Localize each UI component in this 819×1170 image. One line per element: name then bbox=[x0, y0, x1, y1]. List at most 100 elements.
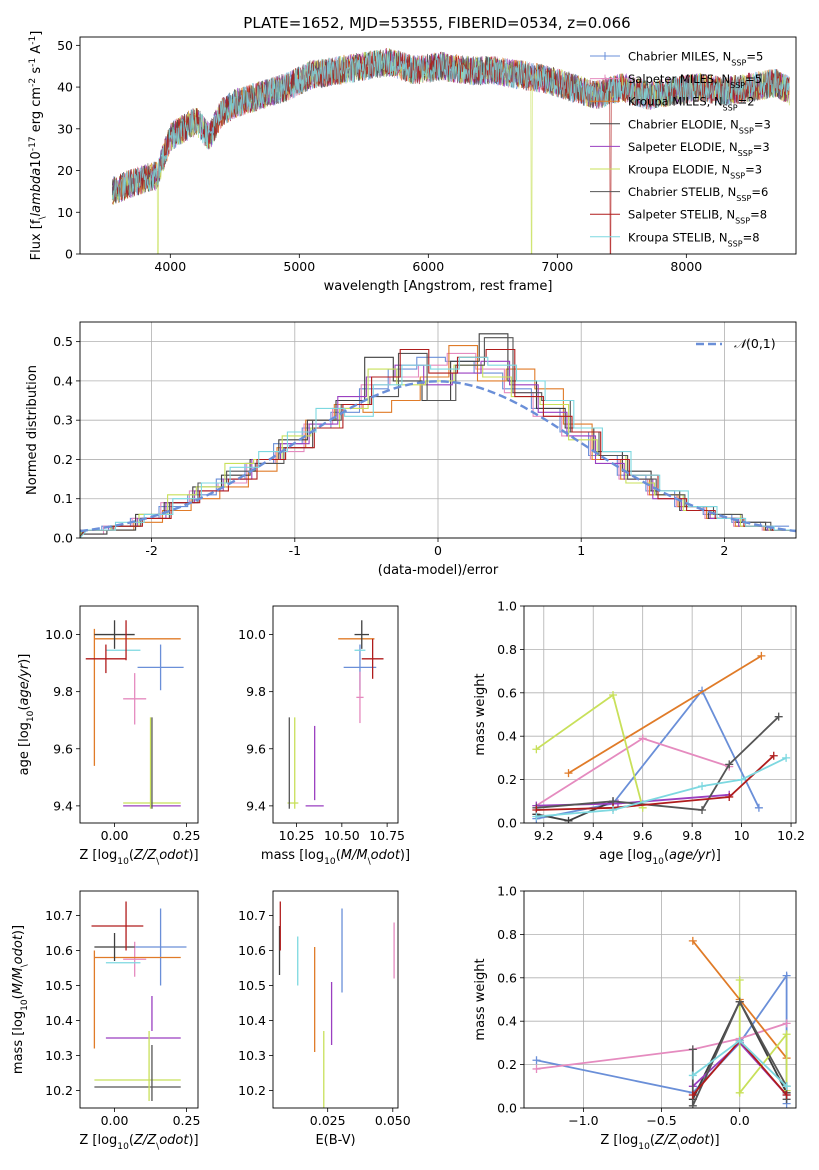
spectrum-ylabel: Flux [f\lambda10-17 erg cm-2 s-1 A-1] bbox=[28, 31, 48, 261]
residuals-xtick-label: -2 bbox=[145, 543, 157, 558]
residuals-xtick-label: 0 bbox=[434, 543, 442, 558]
weight-series-line bbox=[535, 693, 644, 809]
weight_vs_Z-frame bbox=[523, 890, 797, 1109]
weight_vs_Z-ytick-label: 0.2 bbox=[497, 1057, 517, 1072]
weight-point-marker bbox=[754, 803, 763, 812]
mass_vs_Z-ytick-label: 10.3 bbox=[45, 1048, 73, 1063]
age_vs_Z-ytick-label: 9.6 bbox=[53, 741, 73, 756]
legend-entry-label: Salpeter ELODIE, NSSP=3 bbox=[628, 140, 770, 158]
age_vs_Z-plot-area bbox=[85, 620, 184, 809]
residuals-axes: -2 -1 0 1 2 0.0 0.1 0.2 0.3 0.4 0.5 (data-model)/er… bbox=[25, 322, 796, 578]
spectrum-xtick-label: 6000 bbox=[412, 259, 444, 274]
age_vs_mass-xtick-label: 10.50 bbox=[324, 828, 360, 843]
residuals-legend: 𝒩(0,1) bbox=[696, 336, 776, 351]
weight_vs_Z-ylabel: mass weight bbox=[473, 958, 488, 1040]
weight-point-marker bbox=[688, 1090, 697, 1099]
mass_vs_Z-frame bbox=[79, 890, 199, 1109]
age_vs_mass-ytick-label: 9.8 bbox=[246, 684, 266, 699]
mass_vs_Z-xtick-label: 0.00 bbox=[101, 1113, 129, 1128]
weight-point-marker bbox=[757, 651, 766, 660]
spectrum-xtick-label: 8000 bbox=[670, 259, 702, 274]
age_vs_mass-axes: 10.25 10.50 10.75 9.4 9.6 9.8 10.0 mass [log10(… bbox=[238, 627, 410, 867]
spectrum-frame bbox=[79, 36, 797, 255]
weight-series-line bbox=[568, 655, 762, 774]
weight_vs_Z-ytick-label: 1.0 bbox=[497, 884, 517, 899]
weight_vs_age-ytick-label: 0.6 bbox=[497, 685, 517, 700]
weight_vs_age-xlabel: age [log10(age/yr)] bbox=[599, 848, 721, 867]
weight_vs_age-frame bbox=[523, 605, 797, 824]
residuals-xtick-label: 2 bbox=[720, 543, 728, 558]
weight_vs_Z-xtick-label: −1.0 bbox=[568, 1113, 598, 1128]
mass_vs_ebv-ytick-label: 10.7 bbox=[238, 908, 266, 923]
age_vs_Z-xlabel: Z [log10(Z/Z\odot)] bbox=[79, 848, 198, 867]
figure-title: PLATE=1652, MJD=53555, FIBERID=0534, z=0… bbox=[243, 14, 630, 32]
weight_vs_age-xtick-label: 9.2 bbox=[534, 828, 554, 843]
age_vs_mass-ytick-label: 9.4 bbox=[246, 798, 266, 813]
residuals-xtick-label: -1 bbox=[289, 543, 301, 558]
residuals-ytick-label: 0.3 bbox=[53, 413, 73, 428]
age_vs_mass-xtick-label: 10.25 bbox=[279, 828, 315, 843]
weight-point-marker bbox=[688, 1071, 697, 1080]
weight-point-marker bbox=[735, 1088, 744, 1097]
legend-entry-label: Chabrier MILES, NSSP=5 bbox=[628, 50, 763, 68]
weight_vs_Z-xtick-label: 0.0 bbox=[730, 1113, 750, 1128]
weight-point-marker bbox=[609, 805, 618, 814]
weight_vs_Z-xtick-label: −0.5 bbox=[646, 1113, 676, 1128]
residual-histogram-step bbox=[80, 364, 796, 538]
weight-point-marker bbox=[698, 805, 707, 814]
weight-series-line bbox=[536, 755, 775, 811]
weight-point-marker bbox=[638, 734, 647, 743]
weight-point-marker bbox=[698, 782, 707, 791]
weight_vs_age-axes: 9.2 9.4 9.6 9.8 10 10.2 0.0 0.2 0.4 0.6 0.8 1.0 age … bbox=[473, 599, 805, 868]
mass_vs_ebv-xtick-label: 0.050 bbox=[375, 1113, 411, 1128]
mass_vs_ebv-axes: 0.025 0.050 10.2 10.3 10.4 10.5 10.6 10.7 E(B-V) bbox=[238, 908, 411, 1148]
mass_vs_Z-axes: 0.00 0.25 10.2 10.3 10.4 10.5 10.6 10.7 Z [log10… bbox=[11, 908, 200, 1152]
spectrum-series-line bbox=[111, 50, 790, 202]
residuals-ytick-label: 0.5 bbox=[53, 334, 73, 349]
age_vs_mass-ytick-label: 10.0 bbox=[238, 627, 266, 642]
age_vs_mass-plot-area bbox=[287, 620, 384, 809]
spectrum-axes: 4000 5000 6000 7000 8000 0 10 20 30 40 50 wavelengt… bbox=[28, 31, 702, 294]
residual-histogram-step bbox=[80, 348, 796, 538]
legend-entry-label: Salpeter STELIB, NSSP=8 bbox=[628, 208, 767, 226]
weight-point-marker bbox=[532, 812, 541, 821]
residuals-plot-area bbox=[80, 333, 796, 538]
mass_vs_ebv-xtick-label: 0.025 bbox=[310, 1113, 346, 1128]
mass_vs_ebv-xlabel: E(B-V) bbox=[315, 1133, 355, 1148]
spectrum-ytick-label: 10 bbox=[57, 205, 73, 220]
legend-entry-label: Salpeter MILES, NSSP=5 bbox=[628, 72, 762, 90]
residual-histogram-step bbox=[80, 337, 796, 538]
age_vs_mass-xlabel: mass [log10(M/M\odot)] bbox=[261, 848, 410, 867]
age_vs_mass-xtick-label: 10.75 bbox=[369, 828, 405, 843]
legend-entry-label: Kroupa STELIB, NSSP=8 bbox=[628, 230, 760, 248]
weight_vs_age-ylabel: mass weight bbox=[473, 673, 488, 755]
mass_vs_Z-plot-area bbox=[91, 901, 187, 1101]
weight-point-marker bbox=[532, 1056, 541, 1065]
normal-distribution-curve bbox=[80, 380, 796, 533]
weight_vs_Z-ytick-label: 0.4 bbox=[497, 1014, 517, 1029]
spectrum-legend: Chabrier MILES, NSSP=5 Salpeter MILES, NS… bbox=[590, 50, 771, 248]
age_vs_Z-frame bbox=[79, 605, 199, 824]
legend-entry-label: Kroupa ELODIE, NSSP=3 bbox=[628, 163, 762, 181]
mass_vs_Z-ytick-label: 10.4 bbox=[45, 1013, 73, 1028]
mass_vs_ebv-frame bbox=[272, 890, 399, 1109]
weight-point-marker bbox=[564, 769, 573, 778]
mass_vs_ebv-ytick-label: 10.2 bbox=[238, 1083, 266, 1098]
mass_vs_ebv-ytick-label: 10.3 bbox=[238, 1048, 266, 1063]
weight_vs_age-xtick-label: 10 bbox=[734, 828, 750, 843]
weight_vs_age-ytick-label: 0.8 bbox=[497, 642, 517, 657]
spectrum-ytick-label: 40 bbox=[57, 80, 73, 95]
weight_vs_Z-ytick-label: 0.6 bbox=[497, 970, 517, 985]
weight-point-marker bbox=[564, 816, 573, 823]
weight-point-marker bbox=[782, 753, 791, 762]
residuals-ylabel: Normed distribution bbox=[25, 365, 40, 495]
age_vs_Z-ytick-label: 9.8 bbox=[53, 684, 73, 699]
residuals-ytick-label: 0.2 bbox=[53, 452, 73, 467]
weight_vs_age-xtick-label: 9.4 bbox=[583, 828, 603, 843]
spectrum-xtick-label: 7000 bbox=[541, 259, 573, 274]
weight_vs_Z-xlabel: Z [log10(Z/Z\odot)] bbox=[600, 1133, 719, 1152]
mass_vs_ebv-plot-area bbox=[278, 901, 395, 1108]
legend-entry-label: Kroupa MILES, NSSP=2 bbox=[628, 95, 755, 113]
legend-entry-label: Chabrier ELODIE, NSSP=3 bbox=[628, 117, 771, 135]
